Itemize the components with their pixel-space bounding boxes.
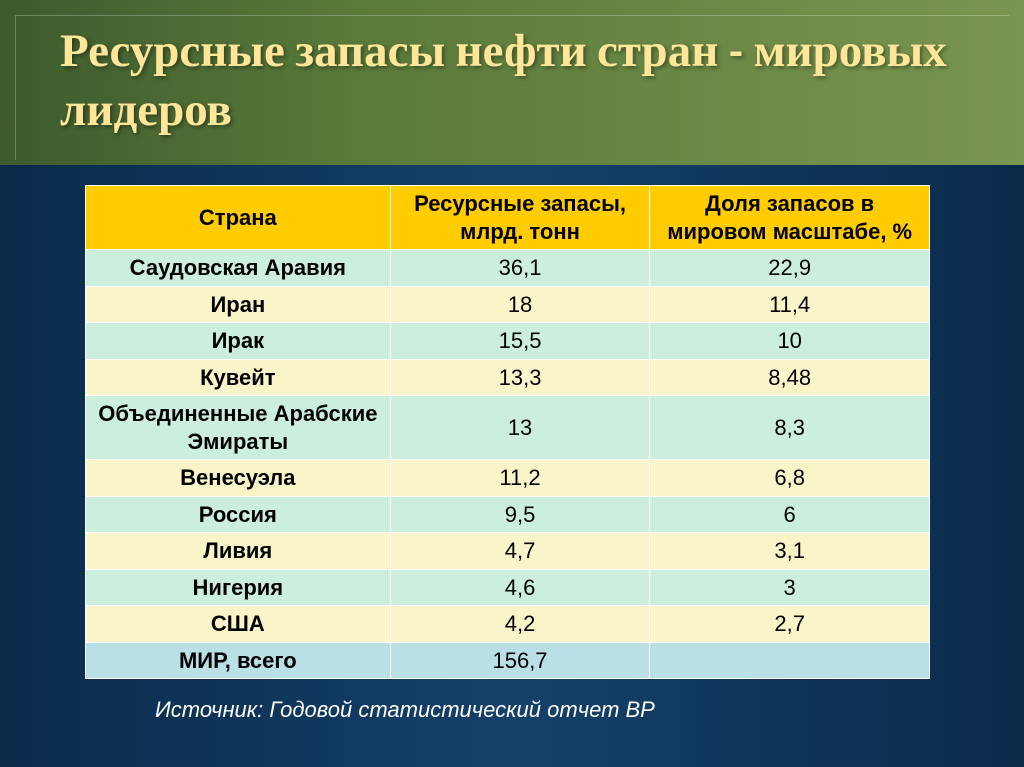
slide: Ресурсные запасы нефти стран - мировых л… xyxy=(0,0,1024,767)
cell-reserves: 13 xyxy=(390,396,650,460)
header-country: Страна xyxy=(86,186,391,250)
cell-reserves: 9,5 xyxy=(390,496,650,533)
table-body: Саудовская Аравия36,122,9Иран1811,4Ирак1… xyxy=(86,250,930,679)
title-band: Ресурсные запасы нефти стран - мировых л… xyxy=(0,0,1024,165)
cell-reserves: 36,1 xyxy=(390,250,650,287)
cell-reserves: 13,3 xyxy=(390,359,650,396)
table-row: Россия9,56 xyxy=(86,496,930,533)
cell-share: 8,3 xyxy=(650,396,930,460)
cell-share: 3 xyxy=(650,569,930,606)
cell-share: 6 xyxy=(650,496,930,533)
table-row: Саудовская Аравия36,122,9 xyxy=(86,250,930,287)
cell-reserves: 18 xyxy=(390,286,650,323)
source-note: Источник: Годовой статистический отчет B… xyxy=(155,697,964,723)
cell-reserves: 4,2 xyxy=(390,606,650,643)
cell-country: Россия xyxy=(86,496,391,533)
cell-share: 2,7 xyxy=(650,606,930,643)
cell-share: 10 xyxy=(650,323,930,360)
cell-reserves: 4,7 xyxy=(390,533,650,570)
header-share: Доля запасов в мировом масштабе, % xyxy=(650,186,930,250)
cell-country: Иран xyxy=(86,286,391,323)
oil-reserves-table: Страна Ресурсные запасы, млрд. тонн Доля… xyxy=(85,185,930,679)
body-band: Страна Ресурсные запасы, млрд. тонн Доля… xyxy=(0,165,1024,767)
table-row: Кувейт13,38,48 xyxy=(86,359,930,396)
cell-reserves: 15,5 xyxy=(390,323,650,360)
cell-country: Саудовская Аравия xyxy=(86,250,391,287)
cell-country: Ирак xyxy=(86,323,391,360)
table-row: Ирак15,510 xyxy=(86,323,930,360)
cell-country: Ливия xyxy=(86,533,391,570)
cell-country: МИР, всего xyxy=(86,642,391,679)
cell-country: Кувейт xyxy=(86,359,391,396)
cell-share: 3,1 xyxy=(650,533,930,570)
cell-share xyxy=(650,642,930,679)
cell-country: США xyxy=(86,606,391,643)
table-header-row: Страна Ресурсные запасы, млрд. тонн Доля… xyxy=(86,186,930,250)
table-row: Иран1811,4 xyxy=(86,286,930,323)
cell-share: 8,48 xyxy=(650,359,930,396)
table-row: Объединенные Арабские Эмираты138,3 xyxy=(86,396,930,460)
cell-country: Нигерия xyxy=(86,569,391,606)
table-row: Нигерия4,63 xyxy=(86,569,930,606)
slide-title: Ресурсные запасы нефти стран - мировых л… xyxy=(60,22,964,140)
cell-reserves: 156,7 xyxy=(390,642,650,679)
cell-share: 22,9 xyxy=(650,250,930,287)
cell-country: Объединенные Арабские Эмираты xyxy=(86,396,391,460)
table-row: США4,22,7 xyxy=(86,606,930,643)
cell-reserves: 4,6 xyxy=(390,569,650,606)
cell-share: 11,4 xyxy=(650,286,930,323)
table-row: МИР, всего156,7 xyxy=(86,642,930,679)
cell-reserves: 11,2 xyxy=(390,460,650,497)
cell-share: 6,8 xyxy=(650,460,930,497)
cell-country: Венесуэла xyxy=(86,460,391,497)
header-reserves: Ресурсные запасы, млрд. тонн xyxy=(390,186,650,250)
table-row: Венесуэла11,26,8 xyxy=(86,460,930,497)
table-row: Ливия4,73,1 xyxy=(86,533,930,570)
